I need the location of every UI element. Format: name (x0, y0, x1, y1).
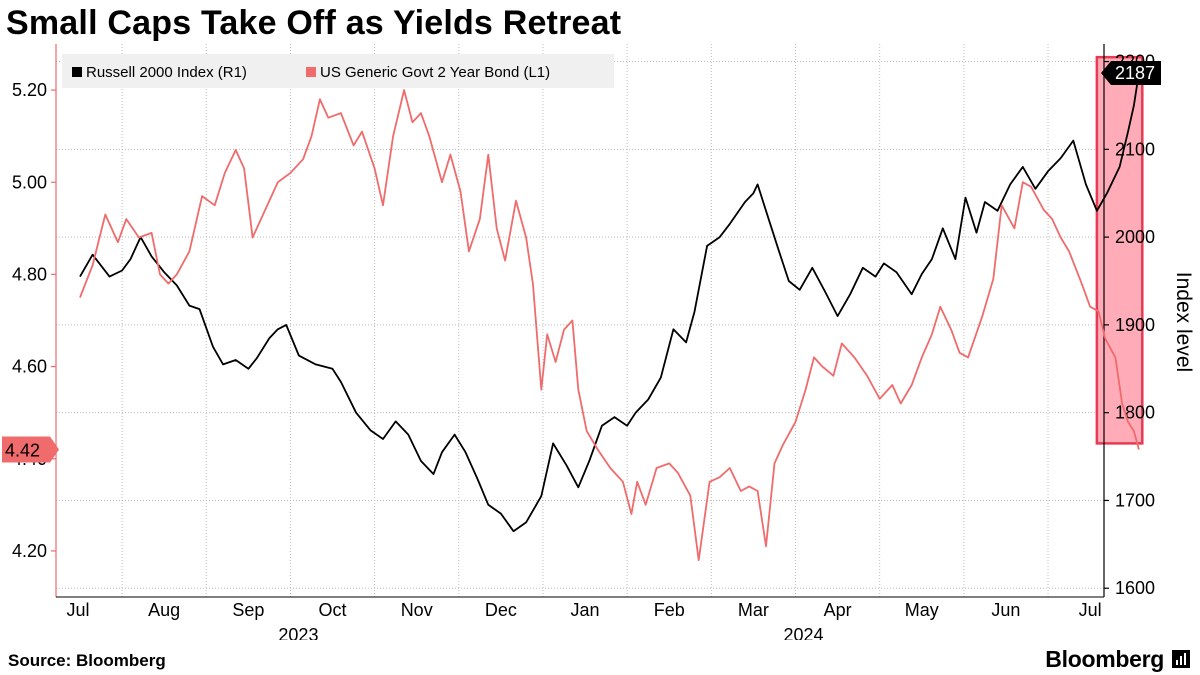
left-tick-label: 5.00 (12, 172, 47, 192)
left-tick-label: 4.60 (12, 357, 47, 377)
chart-title: Small Caps Take Off as Yields Retreat (6, 4, 622, 42)
x-tick-label: Jan (571, 600, 600, 620)
x-tick-label: Jun (991, 600, 1020, 620)
right-tick-label: 2100 (1115, 139, 1155, 159)
right-tick-label: 1800 (1115, 403, 1155, 423)
year-label-2023: 2023 (278, 625, 318, 640)
chart: 4.204.404.604.805.005.201600170018001900… (2, 44, 1195, 640)
x-tick-label: Jul (1079, 600, 1102, 620)
x-tick-label: Nov (401, 600, 433, 620)
legend: Russell 2000 Index (R1) US Generic Govt … (62, 54, 614, 88)
x-tick-label: Dec (485, 600, 517, 620)
x-tick-label: Feb (654, 600, 685, 620)
yield-last-value: 4.42 (5, 441, 40, 461)
left-tick-label: 4.80 (12, 264, 47, 284)
russell-2000-line (79, 72, 1140, 533)
russell-last-value: 2187 (1115, 63, 1155, 83)
right-tick-label: 1700 (1115, 490, 1155, 510)
legend-label-yield: US Generic Govt 2 Year Bond (L1) (320, 64, 550, 81)
x-tick-label: Aug (148, 600, 180, 620)
x-tick-label: Apr (824, 600, 852, 620)
right-tick-label: 1600 (1115, 578, 1155, 598)
x-tick-label: Jul (66, 600, 89, 620)
bloomberg-logo: Bloomberg (1045, 646, 1164, 672)
x-tick-label: May (905, 600, 939, 620)
source-note: Source: Bloomberg (8, 651, 166, 670)
right-tick-label: 1900 (1115, 315, 1155, 335)
axes: 4.204.404.604.805.005.201600170018001900… (12, 44, 1195, 640)
right-axis-title: Index level (1172, 272, 1195, 372)
right-tick-label: 2000 (1115, 227, 1155, 247)
year-label-2024: 2024 (783, 625, 823, 640)
x-tick-label: Oct (319, 600, 347, 620)
legend-background (62, 54, 614, 88)
legend-swatch-russell (72, 67, 82, 77)
series-layer (79, 72, 1140, 561)
left-tick-label: 5.20 (12, 80, 47, 100)
x-tick-label: Sep (232, 600, 264, 620)
x-tick-label: Mar (738, 600, 769, 620)
yield-last-value-badge (2, 436, 59, 463)
legend-swatch-yield (306, 67, 316, 77)
us-2y-yield-line (79, 89, 1140, 561)
value-badges: 2187 4.42 (2, 60, 1161, 463)
bar-chart-icon (1172, 650, 1190, 668)
russell-last-value-badge (1101, 60, 1161, 85)
legend-label-russell: Russell 2000 Index (R1) (86, 64, 247, 81)
left-tick-label: 4.20 (12, 541, 47, 561)
